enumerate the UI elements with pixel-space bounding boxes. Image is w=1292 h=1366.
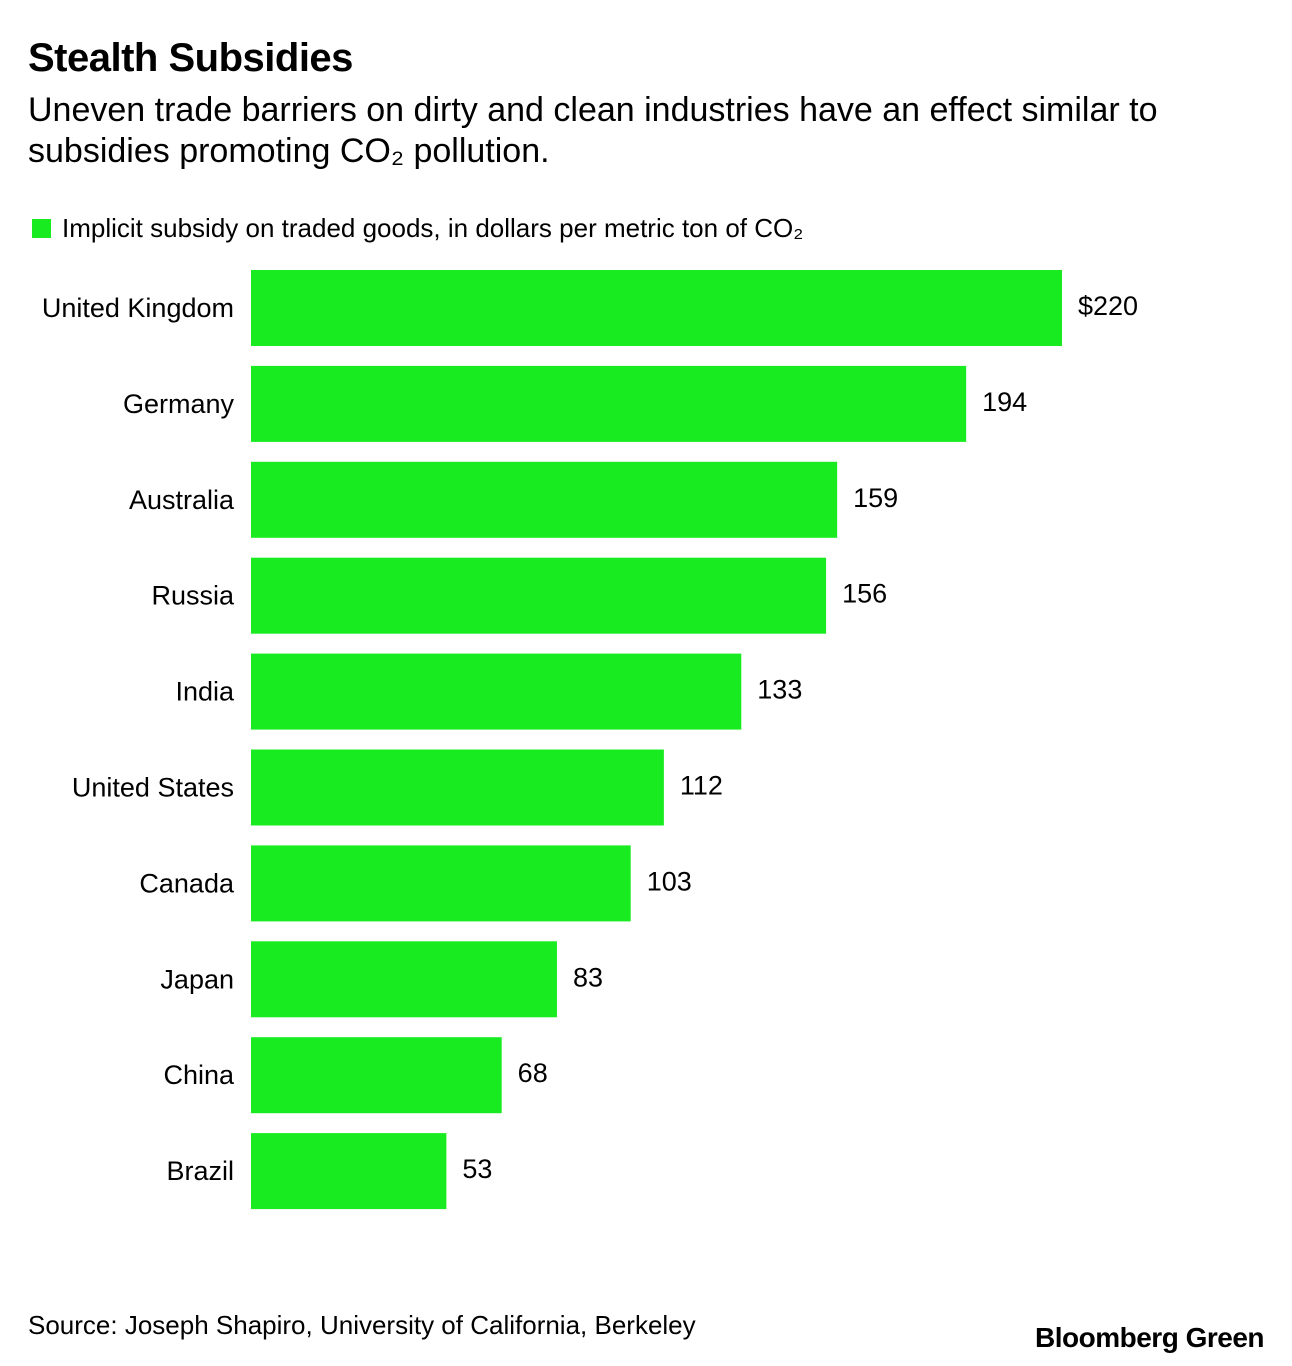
value-label: 194 bbox=[982, 387, 1027, 417]
category-label: Canada bbox=[139, 868, 235, 898]
value-label: 53 bbox=[462, 1154, 492, 1184]
value-label: $220 bbox=[1078, 291, 1138, 321]
chart-subtitle: Uneven trade barriers on dirty and clean… bbox=[28, 91, 1158, 170]
legend: Implicit subsidy on traded goods, in dol… bbox=[32, 210, 803, 246]
value-label: 112 bbox=[680, 771, 723, 801]
value-label: 156 bbox=[842, 579, 887, 609]
bar-brazil bbox=[251, 1133, 447, 1210]
value-label: 133 bbox=[757, 675, 802, 705]
legend-label: Implicit subsidy on traded goods, in dol… bbox=[62, 212, 804, 243]
value-label: 159 bbox=[853, 483, 898, 513]
category-label: China bbox=[163, 1060, 235, 1090]
source-note: Source: Joseph Shapiro, University of Ca… bbox=[28, 1310, 696, 1340]
category-label: India bbox=[175, 677, 235, 707]
category-label: United States bbox=[72, 773, 234, 803]
category-label: Japan bbox=[160, 964, 234, 994]
category-label: Russia bbox=[151, 581, 235, 611]
bar-australia bbox=[251, 461, 838, 538]
value-label: 83 bbox=[573, 962, 603, 992]
value-label: 103 bbox=[647, 866, 692, 896]
legend-swatch bbox=[32, 218, 51, 238]
category-label: Australia bbox=[129, 485, 235, 515]
category-label: Germany bbox=[123, 389, 235, 419]
bar-united-kingdom bbox=[251, 270, 1062, 346]
bar-germany bbox=[251, 365, 967, 442]
category-label: Brazil bbox=[166, 1156, 234, 1186]
brand-logo: Bloomberg Green bbox=[1035, 1322, 1264, 1353]
bar-russia bbox=[251, 557, 827, 634]
bar-united-states bbox=[251, 749, 664, 826]
category-label: United Kingdom bbox=[42, 293, 234, 323]
chart-title: Stealth Subsidies bbox=[28, 36, 353, 80]
bar-canada bbox=[251, 845, 631, 922]
bar-india bbox=[251, 653, 742, 730]
value-label: 68 bbox=[518, 1058, 548, 1088]
bar-japan bbox=[251, 941, 557, 1018]
bar-china bbox=[251, 1037, 502, 1114]
